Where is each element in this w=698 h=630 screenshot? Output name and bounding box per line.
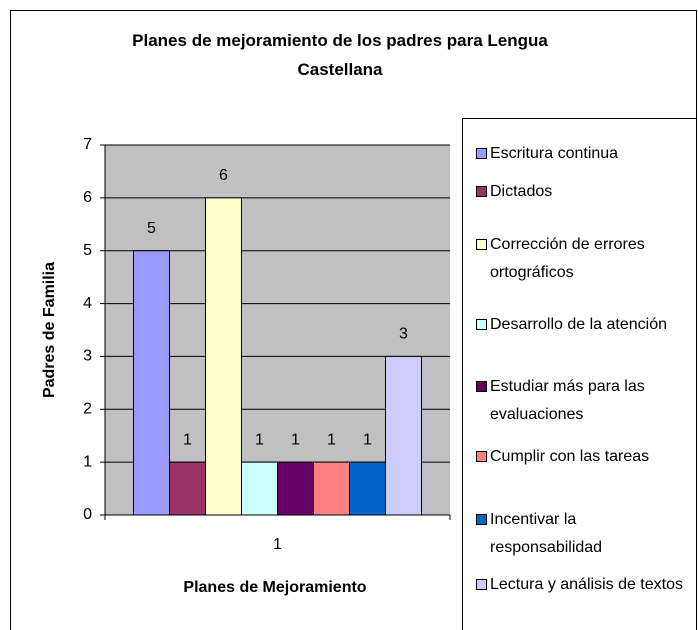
data-label: 1: [291, 431, 300, 448]
y-tick-label: 5: [83, 242, 92, 259]
y-tick-label: 6: [83, 189, 92, 206]
data-label: 6: [219, 167, 228, 184]
bar: [205, 197, 242, 516]
data-label: 1: [327, 431, 336, 448]
data-label: 1: [183, 431, 192, 448]
bar: [277, 461, 314, 516]
data-label: 5: [147, 220, 156, 237]
legend-label: Escritura continua: [490, 145, 619, 162]
bar: [133, 250, 170, 516]
y-tick-label: 0: [83, 506, 92, 523]
y-tick-label: 2: [83, 401, 92, 418]
legend-swatch: [476, 514, 487, 525]
legend-label: Estudiar más para las evaluaciones: [490, 378, 645, 423]
y-tick-label: 7: [83, 136, 92, 153]
legend-swatch: [476, 148, 487, 159]
legend-swatch: [476, 381, 487, 392]
y-axis-title: Padres de Familia: [41, 262, 58, 398]
legend-swatch: [476, 186, 487, 197]
bar: [313, 461, 350, 516]
legend-swatch: [476, 579, 487, 590]
y-tick-label: 4: [83, 295, 92, 312]
legend-swatch: [476, 319, 487, 330]
data-label: 3: [399, 326, 408, 343]
chart-title: Planes de mejoramiento de los padres par…: [132, 31, 548, 79]
bar: [241, 461, 278, 516]
data-label: 1: [363, 431, 372, 448]
bar: [385, 355, 422, 516]
legend-label: Cumplir con las tareas: [490, 448, 650, 465]
legend-label: Desarrollo de la atención: [490, 316, 667, 333]
y-tick-label: 1: [83, 453, 92, 470]
legend-label: Incentivar la responsabilidad: [490, 511, 603, 556]
x-axis-title: Planes de Mejoramiento: [183, 579, 366, 596]
legend-swatch: [476, 451, 487, 462]
legend-label: Corrección de errores ortográficos: [490, 236, 645, 281]
legend-label: Lectura y análisis de textos: [490, 576, 683, 593]
legend-label: Dictados: [490, 183, 553, 200]
x-tick-label: 1: [273, 536, 282, 553]
y-tick-label: 3: [83, 348, 92, 365]
bar: [349, 461, 386, 516]
legend-swatch: [476, 239, 487, 250]
legend-box: [462, 118, 697, 630]
data-label: 1: [255, 431, 264, 448]
bar: [169, 461, 206, 516]
